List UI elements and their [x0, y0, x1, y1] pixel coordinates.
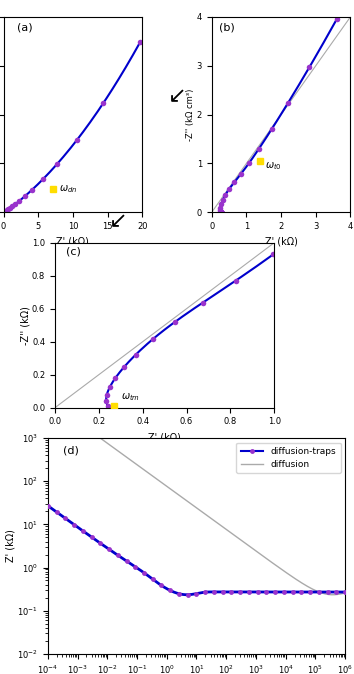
X-axis label: Z' (kΩ): Z' (kΩ)	[148, 432, 181, 442]
Y-axis label: -Z'' (kΩ): -Z'' (kΩ)	[21, 306, 30, 344]
Text: $\omega_{dn}$: $\omega_{dn}$	[59, 183, 78, 195]
Text: (b): (b)	[219, 22, 234, 32]
Text: $\omega_{tm}$: $\omega_{tm}$	[121, 392, 140, 403]
Text: ↙: ↙	[168, 86, 186, 106]
Text: (c): (c)	[66, 246, 81, 256]
Y-axis label: -Z'' (kΩ cm³): -Z'' (kΩ cm³)	[186, 88, 195, 141]
Legend: diffusion-traps, diffusion: diffusion-traps, diffusion	[236, 443, 341, 473]
Text: (d): (d)	[63, 446, 79, 455]
Text: ↙: ↙	[109, 211, 128, 231]
X-axis label: Z' (kΩ): Z' (kΩ)	[265, 237, 297, 247]
Text: (a): (a)	[17, 22, 33, 32]
Y-axis label: Z' (kΩ): Z' (kΩ)	[6, 530, 16, 562]
X-axis label: Z' (kΩ): Z' (kΩ)	[57, 237, 89, 247]
Text: $\omega_{t0}$: $\omega_{t0}$	[266, 160, 282, 172]
